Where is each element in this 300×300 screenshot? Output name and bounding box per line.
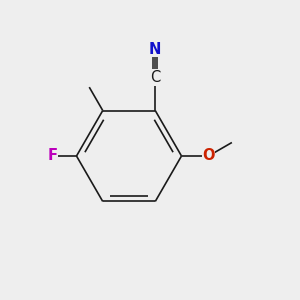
Text: N: N <box>149 41 161 56</box>
Text: F: F <box>47 148 58 164</box>
Text: O: O <box>202 148 215 164</box>
Text: C: C <box>150 70 160 85</box>
